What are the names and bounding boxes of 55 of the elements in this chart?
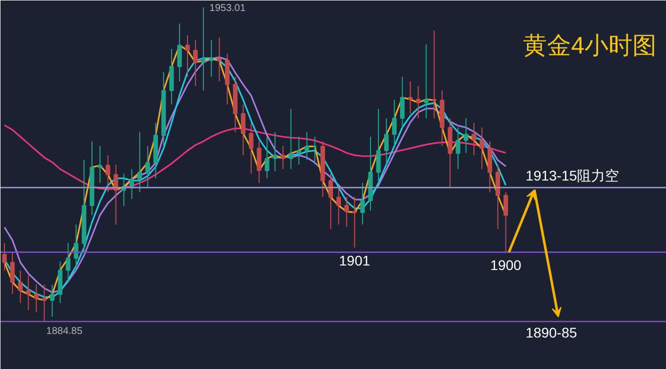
annotation: 1884.85 [46, 326, 83, 338]
candlestick [209, 39, 214, 78]
candlestick [217, 36, 222, 82]
candlestick [42, 284, 47, 323]
candlestick [18, 270, 23, 304]
candlestick [480, 127, 484, 170]
candlestick [503, 192, 508, 253]
candlestick [66, 242, 70, 283]
candlestick [344, 196, 349, 228]
candlestick [264, 136, 270, 179]
candlestick [98, 145, 102, 184]
candlestick [272, 132, 278, 172]
candlestick [376, 108, 381, 184]
candlestick [472, 122, 476, 156]
candlestick [392, 99, 397, 146]
candlestick [201, 6, 206, 92]
annotation: 1900 [490, 257, 522, 274]
candlestick [336, 187, 341, 225]
candlestick [352, 196, 357, 248]
ref-line-label: 1913-15阻力空 [526, 168, 620, 184]
candlestick [256, 140, 262, 184]
text: 1890-85 [526, 324, 578, 340]
candlestick [328, 173, 334, 230]
candlestick [114, 164, 118, 225]
candlestick [296, 136, 302, 165]
candlestick [464, 118, 468, 154]
candlestick [304, 132, 310, 160]
candlestick [240, 104, 246, 156]
candlestick [432, 30, 436, 119]
candlestick [106, 154, 110, 193]
candlestick [50, 284, 55, 318]
candlestick [193, 39, 198, 86]
candlestick [10, 252, 15, 294]
candlestick [137, 132, 142, 193]
candlestick [185, 34, 190, 78]
candlestick [408, 80, 413, 114]
candlestick [145, 145, 150, 188]
candlestick [280, 145, 286, 170]
text: 黄金4小时图 [523, 32, 657, 60]
candlestick [2, 242, 7, 272]
candlestick [384, 118, 389, 165]
candlestick [26, 274, 31, 310]
candlestick [456, 127, 460, 170]
candlestick [360, 182, 365, 225]
candlestick [424, 44, 428, 119]
annotation: 1901 [339, 252, 370, 269]
candlestick [496, 164, 500, 230]
candlestick [177, 23, 182, 82]
candlestick [416, 85, 421, 119]
annotation: 1953.01 [209, 2, 246, 14]
candlestick [130, 168, 134, 200]
candlestick [248, 122, 254, 174]
candlestick [288, 108, 294, 170]
candlestick [400, 76, 405, 128]
candlestick [34, 284, 39, 313]
